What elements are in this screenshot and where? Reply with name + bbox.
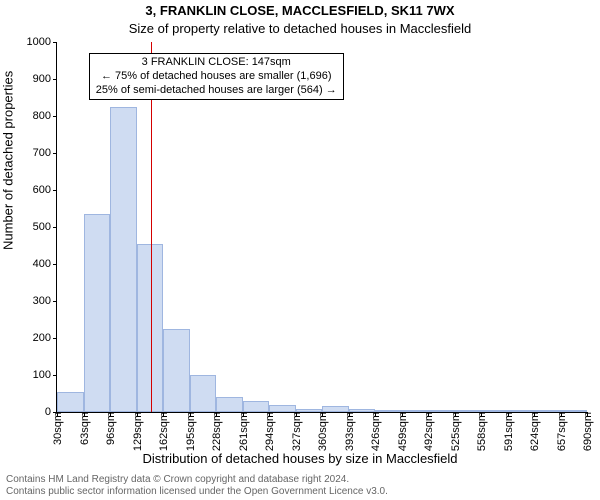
histogram-bar — [455, 410, 482, 412]
x-tick-label: 228sqm — [209, 412, 223, 451]
y-tick-label: 400 — [33, 258, 57, 270]
footer-line1: Contains HM Land Registry data © Crown c… — [6, 474, 388, 486]
plot-area: 0100200300400500600700800900100030sqm63s… — [56, 42, 587, 413]
info-box-line1: 3 FRANKLIN CLOSE: 147sqm — [96, 56, 337, 70]
x-tick-label: 393sqm — [342, 412, 356, 451]
x-tick-label: 162sqm — [156, 412, 170, 451]
x-tick-label: 261sqm — [236, 412, 250, 451]
histogram-bar — [349, 409, 376, 412]
histogram-bar — [428, 410, 455, 412]
marker-info-box: 3 FRANKLIN CLOSE: 147sqm ← 75% of detach… — [89, 53, 344, 100]
chart-container: 3, FRANKLIN CLOSE, MACCLESFIELD, SK11 7W… — [0, 0, 600, 500]
x-tick-label: 327sqm — [289, 412, 303, 451]
x-tick-label: 558sqm — [474, 412, 488, 451]
histogram-bar — [322, 406, 349, 412]
y-tick-label: 100 — [33, 369, 57, 381]
y-axis-label: Number of detached properties — [1, 71, 16, 250]
histogram-bar — [57, 392, 84, 412]
x-tick-label: 129sqm — [130, 412, 144, 451]
x-tick-label: 195sqm — [183, 412, 197, 451]
histogram-bar — [375, 410, 402, 412]
x-tick-label: 96sqm — [103, 412, 117, 445]
x-axis-label: Distribution of detached houses by size … — [0, 451, 600, 466]
histogram-bar — [402, 410, 429, 412]
x-tick-label: 30sqm — [50, 412, 64, 445]
y-tick-label: 900 — [33, 73, 57, 85]
x-tick-label: 63sqm — [77, 412, 91, 445]
histogram-bar — [243, 401, 270, 412]
attribution-footer: Contains HM Land Registry data © Crown c… — [6, 474, 388, 498]
histogram-bar — [481, 410, 508, 412]
histogram-bar — [534, 410, 561, 412]
histogram-bar — [84, 214, 111, 412]
y-tick-label: 200 — [33, 332, 57, 344]
chart-title-line1: 3, FRANKLIN CLOSE, MACCLESFIELD, SK11 7W… — [0, 3, 600, 18]
histogram-bar — [190, 375, 217, 412]
histogram-bar — [216, 397, 243, 412]
histogram-bar — [137, 244, 164, 412]
histogram-bar — [296, 409, 323, 412]
x-tick-label: 657sqm — [554, 412, 568, 451]
x-tick-label: 492sqm — [421, 412, 435, 451]
x-tick-label: 525sqm — [448, 412, 462, 451]
x-tick-label: 624sqm — [527, 412, 541, 451]
y-tick-label: 800 — [33, 110, 57, 122]
x-tick-label: 360sqm — [315, 412, 329, 451]
histogram-bar — [269, 405, 296, 412]
y-tick-label: 700 — [33, 147, 57, 159]
info-box-line2: ← 75% of detached houses are smaller (1,… — [96, 70, 337, 84]
histogram-bar — [163, 329, 190, 412]
x-tick-label: 426sqm — [368, 412, 382, 451]
y-tick-label: 600 — [33, 184, 57, 196]
info-box-line3: 25% of semi-detached houses are larger (… — [96, 84, 337, 98]
histogram-bar — [561, 410, 588, 412]
histogram-bar — [110, 107, 137, 412]
x-tick-label: 690sqm — [580, 412, 594, 451]
y-tick-label: 1000 — [27, 36, 57, 48]
x-tick-label: 591sqm — [501, 412, 515, 451]
footer-line2: Contains public sector information licen… — [6, 486, 388, 498]
y-tick-label: 500 — [33, 221, 57, 233]
chart-title-line2: Size of property relative to detached ho… — [0, 21, 600, 36]
histogram-bar — [508, 410, 535, 412]
x-tick-label: 459sqm — [395, 412, 409, 451]
x-tick-label: 294sqm — [262, 412, 276, 451]
y-tick-label: 300 — [33, 295, 57, 307]
